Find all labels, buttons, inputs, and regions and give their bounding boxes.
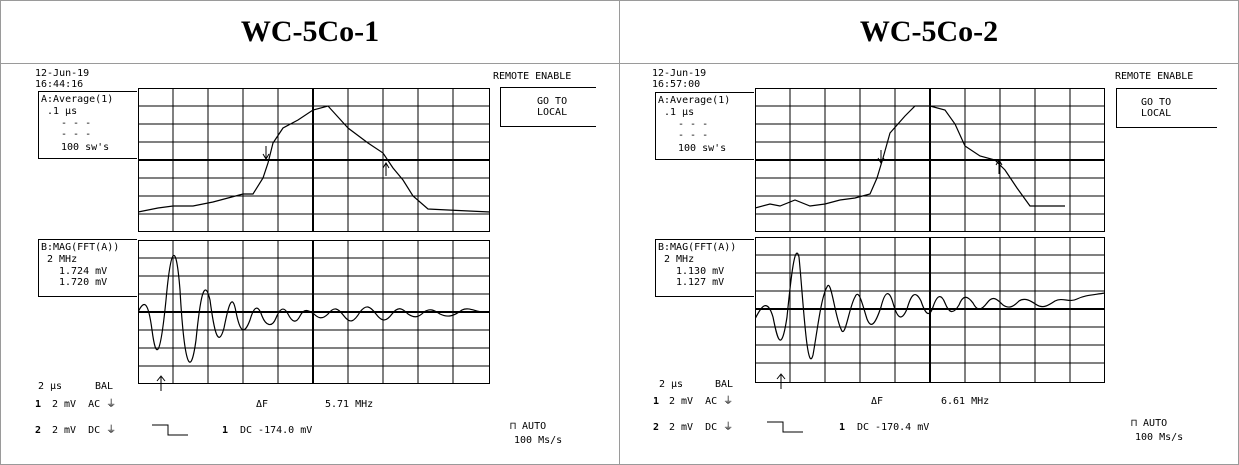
cursor-marker-2	[382, 162, 390, 176]
waveform-a-trace	[755, 105, 1065, 209]
header-divider	[1, 63, 1238, 64]
channel-a-param-1: - - -	[678, 119, 709, 130]
channel-b-value-1: 1.724 mV	[59, 266, 108, 277]
header-wc-5co-2: WC-5Co-2	[859, 15, 999, 48]
channel-a-info: A:Average(1) .1 µs - - - - - - 100 sw's	[655, 92, 754, 160]
remote-enable-label: REMOTE ENABLE	[1115, 71, 1194, 82]
trigger-arrow-icon	[156, 375, 166, 391]
channel-a-label: A:Average(1)	[658, 95, 731, 106]
channel-a-sweeps: 100 sw's	[61, 142, 110, 153]
channel-1-settings: 2 mV AC ⏚	[52, 399, 117, 410]
channel-2-label: 2	[653, 422, 660, 433]
goto-local-softkey[interactable]: GO TO LOCAL	[500, 87, 596, 127]
goto-local-softkey[interactable]: GO TO LOCAL	[1116, 88, 1217, 128]
channel-b-info: B:MAG(FFT(A)) 2 MHz 1.724 mV 1.720 mV	[38, 239, 137, 297]
delta-f-label: ΔF	[256, 399, 269, 410]
cursor-marker-2	[995, 159, 1003, 174]
scope-time: 16:44:16	[35, 79, 84, 90]
waveform-b-display	[755, 237, 1105, 383]
trigger-level-value: DC -174.0 mV	[240, 425, 313, 436]
cursor-marker-1	[262, 146, 270, 160]
sample-rate: 100 Ms/s	[514, 435, 563, 446]
waveform-a-display	[138, 88, 490, 232]
channel-a-info: A:Average(1) .1 µs - - - - - - 100 sw's	[38, 91, 137, 159]
scope-time: 16:57:00	[652, 79, 701, 90]
trigger-level-value: DC -170.4 mV	[857, 422, 930, 433]
goto-label: GO TO	[537, 96, 568, 107]
channel-1-label: 1	[35, 399, 42, 410]
channel-1-settings: 2 mV AC ⏚	[669, 396, 734, 407]
channel-b-scale: 2 MHz	[664, 254, 695, 265]
waveform-b-trace	[755, 252, 1105, 360]
channel-b-label: B:MAG(FFT(A))	[41, 242, 120, 253]
delta-f-value: 5.71 MHz	[325, 399, 374, 410]
trigger-edge-icon	[767, 421, 803, 433]
acquisition-mode: ⊓ AUTO	[1131, 418, 1168, 429]
channel-b-scale: 2 MHz	[47, 254, 78, 265]
scope-panel-1: 12-Jun-19 16:44:16 REMOTE ENABLE GO TO L…	[0, 63, 615, 462]
channel-b-label: B:MAG(FFT(A))	[658, 242, 737, 253]
trigger-channel-label: 1	[839, 422, 846, 433]
channel-a-sweeps: 100 sw's	[678, 143, 727, 154]
scope-date: 12-Jun-19	[35, 68, 90, 79]
channel-a-param-1: - - -	[61, 118, 92, 129]
channel-2-settings: 2 mV DC ⏚	[52, 425, 117, 436]
cursor-marker-1	[877, 150, 885, 164]
channel-b-value-2: 1.127 mV	[676, 277, 725, 288]
scope-panel-2: 12-Jun-19 16:57:00 REMOTE ENABLE GO TO L…	[619, 63, 1234, 462]
waveform-a-trace	[138, 105, 490, 213]
acquisition-mode: ⊓ AUTO	[510, 421, 547, 432]
channel-b-info: B:MAG(FFT(A)) 2 MHz 1.130 mV 1.127 mV	[655, 239, 754, 297]
waveform-b-trace	[138, 254, 490, 363]
channel-2-settings: 2 mV DC ⏚	[669, 422, 734, 433]
channel-2-label: 2	[35, 425, 42, 436]
trigger-edge-icon	[152, 424, 188, 436]
header-wc-5co-1: WC-5Co-1	[240, 15, 380, 48]
channel-a-timebase: .1 µs	[47, 106, 78, 117]
timebase-readout: 2 µs	[38, 381, 63, 392]
delta-f-label: ΔF	[871, 396, 884, 407]
local-label: LOCAL	[537, 107, 568, 118]
channel-a-timebase: .1 µs	[664, 107, 695, 118]
trigger-channel-label: 1	[222, 425, 229, 436]
goto-label: GO TO	[1141, 97, 1172, 108]
bal-label: BAL	[715, 379, 734, 390]
channel-a-param-2: - - -	[61, 129, 92, 140]
channel-a-label: A:Average(1)	[41, 94, 114, 105]
trigger-arrow-icon	[776, 373, 786, 389]
scope-date: 12-Jun-19	[652, 68, 707, 79]
timebase-readout: 2 µs	[659, 379, 684, 390]
channel-b-value-2: 1.720 mV	[59, 277, 108, 288]
column-divider	[619, 1, 620, 464]
delta-f-value: 6.61 MHz	[941, 396, 990, 407]
local-label: LOCAL	[1141, 108, 1172, 119]
waveform-b-display	[138, 240, 490, 384]
sample-rate: 100 Ms/s	[1135, 432, 1184, 443]
channel-b-value-1: 1.130 mV	[676, 266, 725, 277]
channel-a-param-2: - - -	[678, 130, 709, 141]
remote-enable-label: REMOTE ENABLE	[493, 71, 572, 82]
channel-1-label: 1	[653, 396, 660, 407]
waveform-a-display	[755, 88, 1105, 232]
bal-label: BAL	[95, 381, 114, 392]
